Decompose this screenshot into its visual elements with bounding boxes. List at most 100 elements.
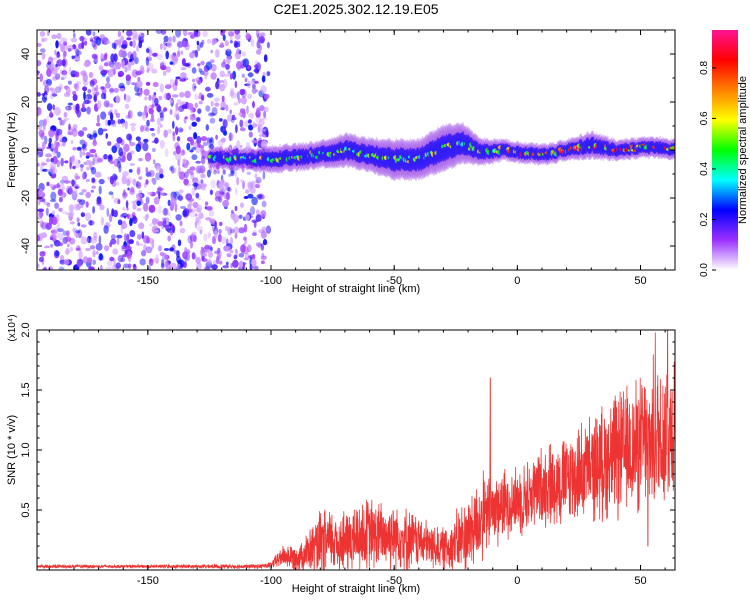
noise-speckle bbox=[176, 50, 181, 58]
noise-speckle bbox=[235, 167, 239, 171]
noise-speckle bbox=[105, 40, 111, 45]
noise-speckle bbox=[250, 39, 255, 47]
noise-speckle bbox=[118, 49, 124, 58]
noise-speckle bbox=[160, 43, 163, 50]
noise-speckle bbox=[246, 244, 252, 253]
noise-speckle bbox=[205, 61, 213, 71]
noise-speckle bbox=[162, 207, 169, 216]
noise-speckle bbox=[56, 59, 63, 67]
noise-speckle bbox=[109, 103, 114, 108]
noise-speckle bbox=[189, 166, 196, 171]
noise-speckle bbox=[37, 162, 40, 167]
noise-speckle bbox=[37, 107, 42, 116]
noise-speckle bbox=[247, 93, 253, 99]
noise-speckle bbox=[80, 236, 88, 245]
noise-speckle bbox=[161, 191, 164, 196]
noise-speckle bbox=[110, 238, 117, 245]
noise-speckle bbox=[75, 71, 80, 78]
noise-speckle bbox=[222, 119, 228, 129]
noise-speckle bbox=[65, 230, 70, 237]
noise-speckle bbox=[210, 59, 215, 63]
noise-speckle bbox=[255, 176, 262, 184]
noise-speckle bbox=[262, 195, 265, 200]
noise-speckle bbox=[221, 61, 226, 67]
noise-speckle bbox=[181, 58, 186, 67]
noise-speckle bbox=[69, 246, 74, 253]
noise-speckle bbox=[138, 41, 143, 49]
noise-speckle bbox=[198, 212, 204, 219]
noise-speckle bbox=[37, 42, 42, 47]
noise-speckle bbox=[167, 212, 171, 217]
noise-speckle bbox=[96, 196, 102, 205]
noise-speckle bbox=[247, 193, 254, 199]
noise-speckle bbox=[163, 35, 169, 42]
noise-speckle bbox=[224, 182, 230, 187]
noise-speckle bbox=[119, 87, 125, 92]
noise-speckle bbox=[141, 231, 145, 239]
noise-speckle bbox=[97, 157, 103, 163]
noise-speckle bbox=[95, 91, 100, 96]
noise-speckle bbox=[177, 41, 184, 48]
noise-speckle bbox=[140, 125, 144, 133]
noise-speckle bbox=[145, 81, 151, 86]
noise-speckle bbox=[212, 235, 216, 245]
noise-speckle bbox=[103, 153, 108, 160]
noise-speckle bbox=[68, 204, 74, 213]
noise-speckle bbox=[144, 105, 148, 114]
noise-speckle bbox=[83, 61, 90, 68]
noise-speckle bbox=[124, 249, 128, 255]
noise-speckle bbox=[247, 119, 252, 124]
x-tick-label: 50 bbox=[634, 575, 646, 587]
noise-speckle bbox=[251, 196, 258, 206]
noise-speckle bbox=[242, 58, 249, 68]
noise-speckle bbox=[113, 209, 118, 218]
noise-speckle bbox=[72, 227, 75, 233]
noise-speckle bbox=[132, 50, 137, 59]
noise-speckle bbox=[178, 171, 186, 180]
noise-speckle bbox=[176, 136, 181, 142]
noise-speckle bbox=[78, 192, 84, 196]
noise-speckle bbox=[48, 142, 52, 149]
noise-speckle bbox=[86, 133, 92, 139]
noise-speckle bbox=[165, 92, 171, 101]
noise-speckle bbox=[109, 242, 112, 248]
noise-speckle bbox=[44, 94, 48, 98]
noise-speckle bbox=[190, 240, 193, 249]
noise-speckle bbox=[85, 191, 92, 199]
noise-speckle bbox=[165, 224, 169, 232]
noise-speckle bbox=[46, 202, 51, 208]
noise-speckle bbox=[76, 217, 80, 223]
noise-speckle bbox=[76, 146, 82, 151]
noise-speckle bbox=[122, 207, 126, 211]
noise-speckle bbox=[99, 34, 105, 39]
noise-speckle bbox=[60, 43, 65, 53]
noise-speckle bbox=[54, 202, 59, 209]
noise-speckle bbox=[207, 38, 212, 44]
noise-speckle bbox=[110, 112, 114, 121]
noise-speckle bbox=[59, 133, 63, 141]
noise-speckle bbox=[42, 123, 46, 131]
noise-speckle bbox=[175, 145, 181, 155]
noise-speckle bbox=[142, 125, 148, 131]
noise-speckle bbox=[229, 132, 232, 142]
noise-speckle bbox=[132, 203, 137, 210]
noise-speckle bbox=[89, 245, 96, 250]
noise-speckle bbox=[192, 82, 197, 92]
noise-speckle bbox=[228, 132, 234, 141]
noise-speckle bbox=[75, 185, 80, 190]
noise-speckle bbox=[105, 133, 108, 139]
noise-speckle bbox=[175, 103, 179, 111]
noise-speckle bbox=[98, 178, 105, 185]
noise-speckle bbox=[202, 141, 209, 147]
noise-speckle bbox=[39, 220, 44, 228]
noise-speckle bbox=[199, 229, 203, 235]
noise-speckle bbox=[243, 257, 250, 261]
noise-speckle bbox=[75, 233, 79, 238]
noise-speckle bbox=[157, 204, 162, 214]
x-tick-label: -100 bbox=[260, 275, 282, 287]
noise-speckle bbox=[73, 57, 81, 61]
noise-speckle bbox=[92, 249, 96, 258]
noise-speckle bbox=[92, 259, 96, 265]
noise-speckle bbox=[56, 222, 61, 231]
